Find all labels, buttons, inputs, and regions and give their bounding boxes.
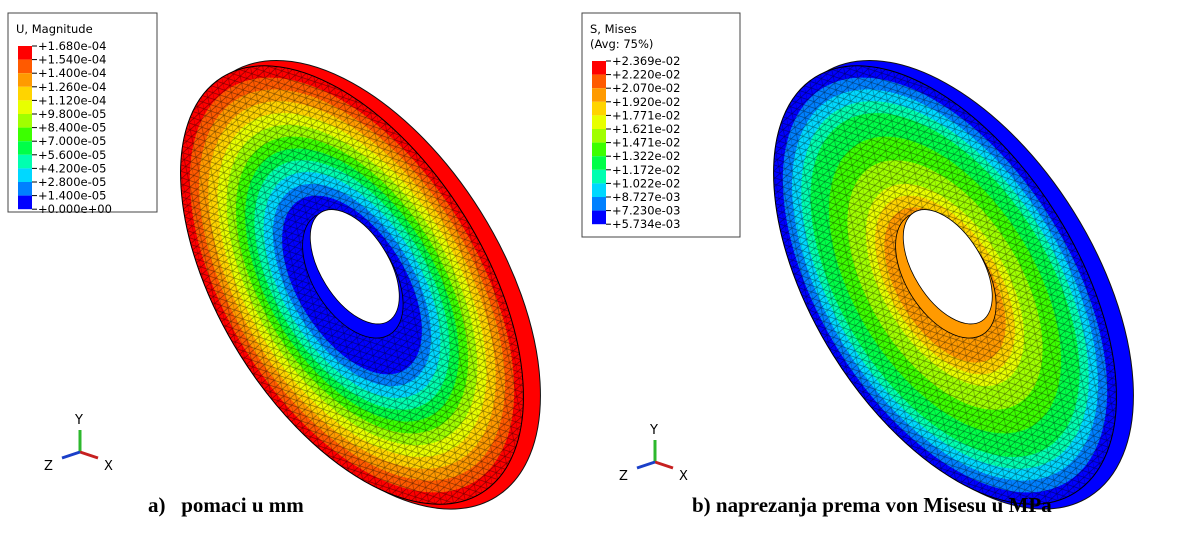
legend-label: +2.800e-05 bbox=[38, 175, 106, 189]
hole bbox=[309, 209, 400, 325]
legend-title: U, Magnitude bbox=[16, 22, 93, 36]
triad-x bbox=[654, 460, 674, 470]
legend-swatch bbox=[18, 168, 32, 182]
legend-title: S, Mises bbox=[590, 22, 637, 36]
disk bbox=[180, 60, 541, 510]
legend-label: +2.070e-02 bbox=[612, 81, 680, 95]
legend-swatch bbox=[18, 100, 32, 114]
legend-label: +4.200e-05 bbox=[38, 161, 106, 175]
legend-label: +9.800e-05 bbox=[38, 107, 106, 121]
legend-label: +1.680e-04 bbox=[38, 39, 106, 53]
triad-label: Y bbox=[74, 413, 83, 428]
legend-label: +1.022e-02 bbox=[612, 176, 680, 190]
legend-label: +1.771e-02 bbox=[612, 108, 680, 122]
legend-swatch bbox=[592, 197, 606, 211]
legend-label: +1.172e-02 bbox=[612, 163, 680, 177]
legend-label: +1.120e-04 bbox=[38, 93, 106, 107]
hole bbox=[902, 209, 993, 325]
disk bbox=[773, 60, 1134, 510]
legend-swatch bbox=[18, 195, 32, 210]
legend-label: +1.540e-04 bbox=[38, 53, 106, 67]
legend-swatch bbox=[592, 169, 606, 184]
panel: U, Magnitude+1.680e-04+1.540e-04+1.400e-… bbox=[7, 12, 541, 517]
triad-z bbox=[636, 460, 656, 470]
legend-swatch bbox=[18, 86, 32, 101]
axis-triad: Y X Z bbox=[44, 413, 113, 474]
caption: b) naprezanja prema von Misesu u MPa bbox=[692, 493, 1052, 517]
legend-label: +8.400e-05 bbox=[38, 121, 106, 135]
panel: S, Mises(Avg: 75%) +2.369e-02+2.220e-02+2… bbox=[581, 12, 1134, 517]
axis-triad: Y X Z bbox=[619, 423, 688, 484]
legend-label: +2.220e-02 bbox=[612, 68, 680, 82]
legend-swatch bbox=[592, 183, 606, 197]
legend-swatch bbox=[592, 210, 606, 225]
legend-swatch bbox=[18, 141, 32, 155]
caption: a) pomaci u mm bbox=[148, 493, 304, 517]
legend-swatch bbox=[18, 59, 32, 74]
legend-label: +1.322e-02 bbox=[612, 149, 680, 163]
legend-label: +1.400e-05 bbox=[38, 189, 106, 203]
legend-swatch bbox=[18, 182, 32, 196]
legend-swatch bbox=[592, 88, 606, 102]
triad-label: X bbox=[104, 459, 113, 474]
legend-label: +5.734e-03 bbox=[612, 217, 680, 231]
legend-label: +8.727e-03 bbox=[612, 190, 680, 204]
legend-swatch bbox=[592, 142, 606, 157]
legend-label: +1.920e-02 bbox=[612, 95, 680, 109]
legend-label: +2.369e-02 bbox=[612, 54, 680, 68]
triad-x bbox=[79, 450, 99, 460]
legend-label: +1.471e-02 bbox=[612, 136, 680, 150]
triad-label: Z bbox=[44, 459, 53, 474]
legend-label: +5.600e-05 bbox=[38, 148, 106, 162]
legend-swatch bbox=[592, 74, 606, 89]
legend-swatch bbox=[592, 61, 606, 75]
legend-swatch bbox=[592, 115, 606, 129]
legend-swatch bbox=[18, 73, 32, 87]
legend-swatch bbox=[592, 156, 606, 170]
triad-label: X bbox=[679, 469, 688, 484]
triad-label: Y bbox=[649, 423, 658, 438]
legend-label: +1.400e-04 bbox=[38, 66, 106, 80]
legend-swatch bbox=[18, 114, 32, 128]
legend-box bbox=[581, 12, 741, 238]
legend-swatch bbox=[18, 46, 32, 60]
triad-z bbox=[61, 450, 81, 460]
legend-label: +7.000e-05 bbox=[38, 134, 106, 148]
legend-label: +7.230e-03 bbox=[612, 204, 680, 218]
legend-swatch bbox=[18, 154, 32, 169]
legend-swatch bbox=[592, 129, 606, 143]
legend-label: +1.260e-04 bbox=[38, 80, 106, 94]
legend-swatch bbox=[18, 127, 32, 142]
triad-label: Z bbox=[619, 469, 628, 484]
legend-label: +0.000e+00 bbox=[38, 202, 112, 216]
legend-label: +1.621e-02 bbox=[612, 122, 680, 136]
legend-title: (Avg: 75%) bbox=[590, 37, 653, 51]
legend-swatch bbox=[592, 101, 606, 116]
